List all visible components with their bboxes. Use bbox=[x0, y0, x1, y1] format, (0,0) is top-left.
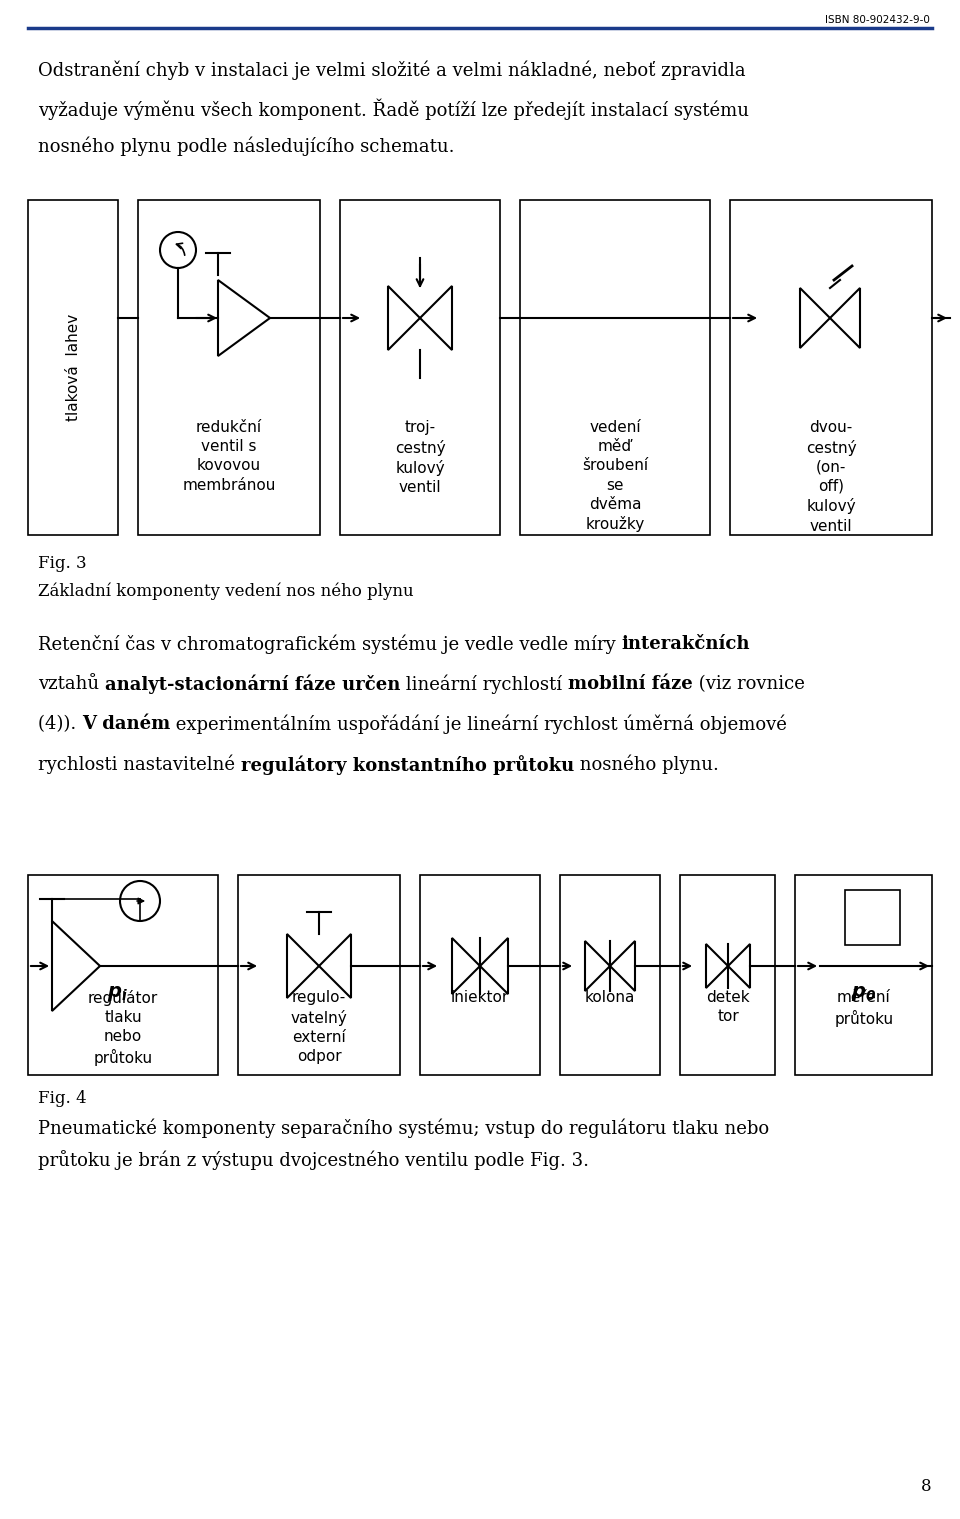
Text: analyt-stacionární fáze určen: analyt-stacionární fáze určen bbox=[105, 674, 400, 694]
Text: vztahů: vztahů bbox=[38, 674, 105, 693]
Text: troj-
cestný
kulový
ventil: troj- cestný kulový ventil bbox=[395, 419, 445, 495]
Text: $\bfit{p}_0$: $\bfit{p}_0$ bbox=[852, 984, 876, 1003]
Text: Fig. 3: Fig. 3 bbox=[38, 554, 86, 573]
Text: měření
průtoku: měření průtoku bbox=[834, 990, 894, 1027]
Text: dvou-
cestný
(on-
off)
kulový
ventil: dvou- cestný (on- off) kulový ventil bbox=[805, 419, 856, 533]
Text: lineární rychlostí: lineární rychlostí bbox=[400, 674, 568, 694]
Text: Fig. 4: Fig. 4 bbox=[38, 1091, 86, 1107]
Bar bbox=[420, 875, 540, 1075]
Bar bbox=[845, 890, 900, 945]
Text: nosného plynu.: nosného plynu. bbox=[574, 755, 719, 775]
Text: iniektor: iniektor bbox=[451, 990, 509, 1006]
Text: vyžaduje výměnu všech komponent. Řadě potíží lze předejít instalací systému: vyžaduje výměnu všech komponent. Řadě po… bbox=[38, 99, 749, 120]
Text: experimentálním uspořádání je lineární rychlost úměrná objemové: experimentálním uspořádání je lineární r… bbox=[170, 715, 787, 735]
Text: nosného plynu podle následujícího schematu.: nosného plynu podle následujícího schema… bbox=[38, 137, 454, 155]
Text: (viz rovnice: (viz rovnice bbox=[693, 674, 804, 693]
Bar bbox=[238, 875, 400, 1075]
Text: Základní komponenty vedení nos ného plynu: Základní komponenty vedení nos ného plyn… bbox=[38, 583, 414, 600]
Text: Odstranění chyb v instalaci je velmi složité a velmi nákladné, neboť zpravidla: Odstranění chyb v instalaci je velmi slo… bbox=[38, 59, 746, 79]
Text: (4)).: (4)). bbox=[38, 715, 82, 734]
Bar bbox=[340, 201, 500, 535]
Text: 8: 8 bbox=[922, 1478, 932, 1495]
Text: regulo-
vatelný
externí
odpor: regulo- vatelný externí odpor bbox=[291, 990, 348, 1063]
Text: kolona: kolona bbox=[585, 990, 636, 1006]
Bar bbox=[28, 875, 218, 1075]
Text: ISBN 80-902432-9-0: ISBN 80-902432-9-0 bbox=[826, 15, 930, 24]
Text: Pneumatické komponenty separačního systému; vstup do regulátoru tlaku nebo: Pneumatické komponenty separačního systé… bbox=[38, 1118, 769, 1138]
Text: mobilní fáze: mobilní fáze bbox=[568, 674, 693, 693]
Bar bbox=[138, 201, 320, 535]
Text: $\bfit{p}_i$: $\bfit{p}_i$ bbox=[108, 984, 129, 1003]
Bar bbox=[795, 875, 932, 1075]
Bar bbox=[680, 875, 775, 1075]
Text: rychlosti nastavitelné: rychlosti nastavitelné bbox=[38, 755, 241, 775]
Bar bbox=[730, 201, 932, 535]
Text: regulátory konstantního průtoku: regulátory konstantního průtoku bbox=[241, 755, 574, 775]
Text: průtoku je brán z výstupu dvojcestného ventilu podle Fig. 3.: průtoku je brán z výstupu dvojcestného v… bbox=[38, 1150, 589, 1170]
Text: Retenční čas v chromatografickém systému je vedle vedle míry: Retenční čas v chromatografickém systému… bbox=[38, 635, 621, 655]
Text: tlaková  lahev: tlaková lahev bbox=[65, 313, 81, 421]
Text: interakčních: interakčních bbox=[621, 635, 750, 653]
Bar bbox=[520, 201, 710, 535]
Bar bbox=[28, 201, 118, 535]
Text: V daném: V daném bbox=[82, 715, 170, 734]
Bar bbox=[560, 875, 660, 1075]
Text: regulátor
tlaku
nebo
průtoku: regulátor tlaku nebo průtoku bbox=[88, 990, 158, 1066]
Text: vedení
měď
šroubení
se
dvěma
kroužky: vedení měď šroubení se dvěma kroužky bbox=[582, 419, 648, 532]
Text: redukční
ventil s
kovovou
membránou: redukční ventil s kovovou membránou bbox=[182, 419, 276, 492]
Text: detek
tor: detek tor bbox=[707, 990, 750, 1024]
